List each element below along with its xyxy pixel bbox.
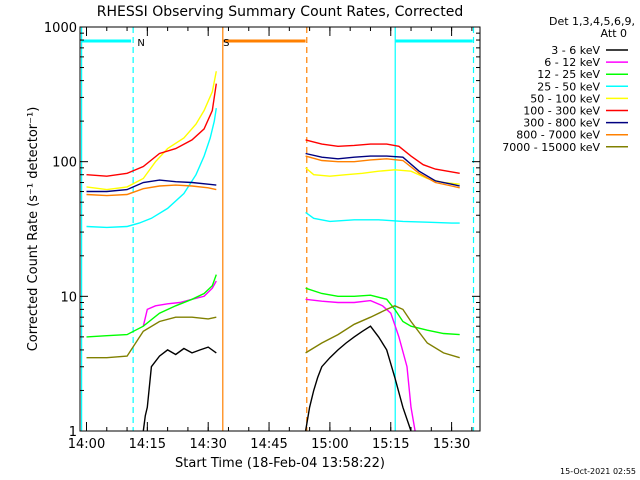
- y-axis-label: Corrected Count Rate (s⁻¹ detector⁻¹): [26, 107, 41, 352]
- series-line: [305, 152, 460, 187]
- legend-label: 50 - 100 keV: [530, 92, 600, 105]
- x-tick-label: 14:30: [189, 437, 226, 452]
- legend-label: 7000 - 15000 keV: [502, 141, 600, 154]
- y-tick-label: 10: [60, 290, 77, 305]
- series-line: [142, 280, 217, 327]
- series-line: [86, 83, 217, 177]
- legend-header-line-2: Att 0: [601, 27, 627, 40]
- series-line: [142, 346, 217, 432]
- x-tick-label: 15:00: [311, 437, 348, 452]
- series-layer: [86, 71, 460, 432]
- annotation-s-marker: S: [223, 38, 229, 49]
- x-axis-label: Start Time (18-Feb-04 13:58:22): [175, 456, 385, 471]
- series-line: [86, 107, 217, 229]
- footer-timestamp: 15-Oct-2021 02:55: [560, 467, 636, 476]
- annotation-n-marker: N: [137, 38, 144, 49]
- y-tick-label: 1000: [44, 21, 77, 36]
- y-axis: 1 10 100 1000: [44, 21, 480, 440]
- legend-label: 6 - 12 keV: [544, 56, 600, 69]
- x-tick-label: 15:15: [372, 437, 409, 452]
- series-line: [86, 71, 217, 191]
- series-line: [86, 179, 217, 193]
- series-line: [305, 139, 460, 174]
- y-tick-label: 100: [52, 156, 77, 171]
- series-line: [86, 184, 217, 197]
- series-line: [86, 316, 217, 359]
- series-line: [305, 305, 460, 359]
- series-line: [305, 155, 460, 189]
- series-line: [86, 274, 217, 338]
- legend-label: 300 - 800 keV: [523, 117, 600, 130]
- series-line: [305, 211, 460, 224]
- y-tick-label: 1: [69, 425, 77, 440]
- x-axis: 14:00 14:15 14:30 14:45 15:00 15:15 15:30: [68, 27, 473, 452]
- legend-header-line-1: Det 1,3,4,5,6,9,: [549, 15, 635, 28]
- x-tick-label: 14:00: [68, 437, 105, 452]
- legend-label: 25 - 50 keV: [537, 80, 600, 93]
- legend-label: 100 - 300 keV: [523, 105, 600, 118]
- x-tick-label: 14:15: [129, 437, 166, 452]
- series-line: [304, 325, 412, 432]
- legend-label: 12 - 25 keV: [537, 68, 600, 81]
- x-tick-label: 14:45: [250, 437, 287, 452]
- x-tick-label: 15:30: [433, 437, 470, 452]
- chart-title: RHESSI Observing Summary Count Rates, Co…: [97, 4, 463, 20]
- plot-frame: [79, 26, 481, 432]
- legend-label: 800 - 7000 keV: [516, 129, 600, 142]
- legend-label: 3 - 6 keV: [551, 44, 600, 57]
- series-line: [305, 287, 460, 336]
- series-line: [305, 298, 416, 432]
